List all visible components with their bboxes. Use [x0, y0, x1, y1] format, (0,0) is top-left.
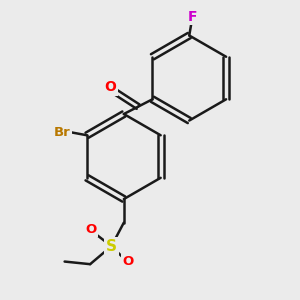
Text: S: S	[106, 239, 117, 254]
Text: O: O	[104, 80, 116, 94]
Text: Br: Br	[53, 125, 70, 139]
Text: F: F	[188, 10, 197, 23]
Text: O: O	[123, 255, 134, 268]
Text: O: O	[85, 223, 97, 236]
